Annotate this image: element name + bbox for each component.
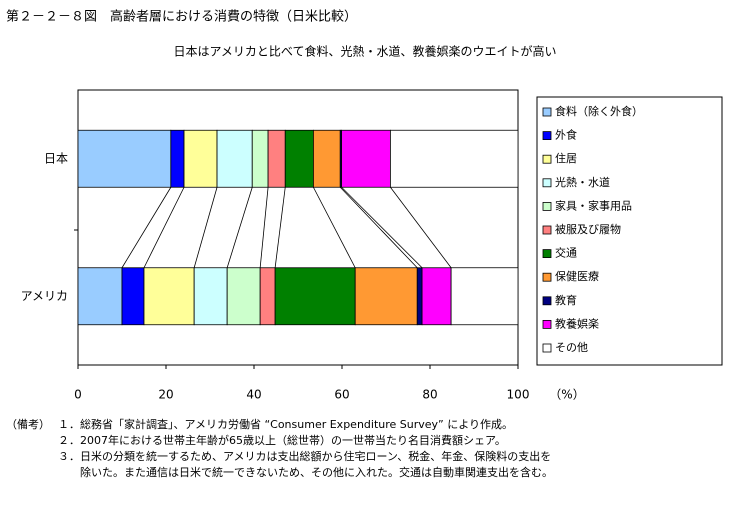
connector-line [313,187,356,268]
bar-segment [312,129,341,188]
bar-segment [267,129,286,188]
legend [536,96,723,366]
bar-segment [421,267,452,326]
y-tick-label: アメリカ [21,289,68,303]
legend-label: 食料（除く外食） [555,104,643,118]
x-axis-unit: （%） [549,388,584,402]
legend-label: その他 [555,341,588,354]
bar-segment [143,267,195,326]
note: ３．日米の分類を統一するため、アメリカは支出総額から住宅ローン、税金、年金、保険… [58,449,551,463]
bar-segment [416,267,423,326]
legend-swatch [542,178,552,188]
legend-swatch [542,154,552,164]
legend-label: 教育 [555,293,577,307]
notes-label: （備考） [6,418,50,431]
bar-segment [274,267,356,326]
connector-line [259,187,269,268]
legend-label: 被服及び履物 [555,222,621,236]
bar-segment [193,267,228,326]
note: １．総務省「家計調査」、アメリカ労働省 “Consumer Expenditur… [58,417,513,431]
legend-swatch [542,249,552,259]
bar-segment [284,129,314,188]
bar-segment [183,129,218,188]
legend-swatch [542,131,552,141]
chart-subtitle: 日本はアメリカと比べて食料、光熱・水道、教養娯楽のウエイトが高い [174,44,557,59]
connector-line [339,186,418,269]
note: 除いた。また通信は日米で統一できないため、その他に入れた。交通は自動車関連支出を… [58,465,553,479]
x-tick-label: 40 [246,388,261,402]
connector-line [193,187,218,268]
bar-segment [450,267,519,326]
legend-swatch [542,107,552,117]
connector-line [121,187,172,268]
x-tick-label: 0 [74,388,82,402]
bar-segment [389,129,519,188]
legend-swatch [542,296,552,306]
connector-line [143,187,185,268]
legend-label: 光熱・水道 [555,175,610,189]
bar-segment [251,129,269,188]
bar-segment [216,129,253,188]
legend-label: 保健医療 [555,269,599,283]
bar-segment [259,267,276,326]
bar-segment [170,129,185,188]
legend-label: 教養娯楽 [555,316,599,330]
legend-swatch [542,343,552,353]
connector-line [274,187,286,268]
x-tick-label: 80 [422,388,437,402]
legend-label: 外食 [555,128,577,142]
legend-swatch [542,319,552,329]
legend-swatch [542,201,552,211]
bar-segment [226,267,261,326]
x-tick-label: 20 [158,388,173,402]
x-tick-label: 60 [334,388,349,402]
bar-segment [341,129,391,188]
y-tick-label: 日本 [44,151,68,165]
bar-segment [77,129,172,188]
connector-line [390,187,452,268]
legend-swatch [542,272,552,282]
legend-label: 交通 [555,246,577,260]
bar-segment [354,267,418,326]
legend-label: 家具・家事用品 [555,198,632,212]
legend-swatch [542,225,552,235]
x-tick-label: 100 [507,388,530,402]
chart-title: 第２－２－８図 高齢者層における消費の特徴（日米比較） [6,9,357,25]
bar-segment [121,267,145,326]
connector-line [226,187,253,268]
legend-label: 住居 [555,151,577,165]
bar-segment [77,267,123,326]
note: ２．2007年における世帯主年齢が65歳以上（総世帯）の一世帯当たり名目消費額シ… [58,433,506,447]
connector-line [341,186,423,269]
